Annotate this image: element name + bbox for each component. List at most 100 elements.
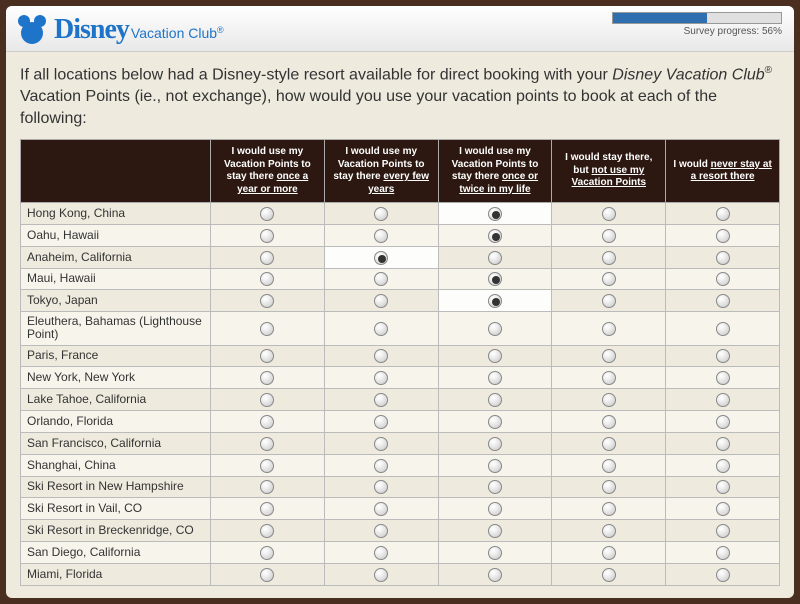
radio-button[interactable] bbox=[716, 502, 730, 516]
radio-button[interactable] bbox=[488, 393, 502, 407]
option-cell[interactable] bbox=[211, 563, 325, 585]
radio-button[interactable] bbox=[488, 437, 502, 451]
option-cell[interactable] bbox=[666, 563, 780, 585]
option-cell[interactable] bbox=[552, 268, 666, 290]
option-cell[interactable] bbox=[324, 345, 438, 367]
radio-button[interactable] bbox=[716, 272, 730, 286]
option-cell[interactable] bbox=[211, 432, 325, 454]
option-cell[interactable] bbox=[552, 563, 666, 585]
option-cell[interactable] bbox=[211, 290, 325, 312]
radio-button[interactable] bbox=[374, 437, 388, 451]
option-cell[interactable] bbox=[438, 224, 552, 246]
option-cell[interactable] bbox=[324, 246, 438, 268]
radio-button[interactable] bbox=[374, 272, 388, 286]
option-cell[interactable] bbox=[666, 224, 780, 246]
radio-button[interactable] bbox=[488, 480, 502, 494]
option-cell[interactable] bbox=[552, 432, 666, 454]
option-cell[interactable] bbox=[324, 290, 438, 312]
radio-button[interactable] bbox=[716, 251, 730, 265]
option-cell[interactable] bbox=[324, 563, 438, 585]
option-cell[interactable] bbox=[552, 367, 666, 389]
option-cell[interactable] bbox=[438, 367, 552, 389]
radio-button[interactable] bbox=[488, 502, 502, 516]
radio-button[interactable] bbox=[602, 229, 616, 243]
radio-button[interactable] bbox=[716, 229, 730, 243]
radio-button[interactable] bbox=[602, 393, 616, 407]
option-cell[interactable] bbox=[324, 411, 438, 433]
option-cell[interactable] bbox=[552, 411, 666, 433]
radio-button[interactable] bbox=[602, 459, 616, 473]
option-cell[interactable] bbox=[438, 290, 552, 312]
option-cell[interactable] bbox=[666, 520, 780, 542]
radio-button[interactable] bbox=[488, 349, 502, 363]
radio-button[interactable] bbox=[374, 294, 388, 308]
option-cell[interactable] bbox=[666, 542, 780, 564]
radio-button[interactable] bbox=[716, 524, 730, 538]
option-cell[interactable] bbox=[552, 345, 666, 367]
radio-button[interactable] bbox=[374, 207, 388, 221]
radio-button[interactable] bbox=[602, 524, 616, 538]
option-cell[interactable] bbox=[438, 432, 552, 454]
option-cell[interactable] bbox=[552, 224, 666, 246]
radio-button[interactable] bbox=[716, 322, 730, 336]
radio-button[interactable] bbox=[374, 524, 388, 538]
radio-button[interactable] bbox=[260, 251, 274, 265]
option-cell[interactable] bbox=[211, 476, 325, 498]
radio-button[interactable] bbox=[260, 229, 274, 243]
radio-button[interactable] bbox=[260, 415, 274, 429]
radio-button[interactable] bbox=[260, 272, 274, 286]
option-cell[interactable] bbox=[324, 389, 438, 411]
option-cell[interactable] bbox=[666, 312, 780, 345]
radio-button[interactable] bbox=[716, 568, 730, 582]
option-cell[interactable] bbox=[324, 542, 438, 564]
radio-button[interactable] bbox=[716, 207, 730, 221]
radio-button[interactable] bbox=[488, 546, 502, 560]
option-cell[interactable] bbox=[211, 389, 325, 411]
option-cell[interactable] bbox=[211, 203, 325, 225]
option-cell[interactable] bbox=[552, 454, 666, 476]
option-cell[interactable] bbox=[666, 476, 780, 498]
option-cell[interactable] bbox=[438, 268, 552, 290]
option-cell[interactable] bbox=[438, 542, 552, 564]
radio-button[interactable] bbox=[260, 371, 274, 385]
radio-button[interactable] bbox=[602, 371, 616, 385]
radio-button[interactable] bbox=[716, 546, 730, 560]
radio-button[interactable] bbox=[260, 437, 274, 451]
radio-button[interactable] bbox=[488, 229, 502, 243]
radio-button[interactable] bbox=[716, 393, 730, 407]
radio-button[interactable] bbox=[260, 322, 274, 336]
option-cell[interactable] bbox=[666, 411, 780, 433]
option-cell[interactable] bbox=[552, 389, 666, 411]
option-cell[interactable] bbox=[438, 476, 552, 498]
option-cell[interactable] bbox=[666, 203, 780, 225]
radio-button[interactable] bbox=[374, 349, 388, 363]
radio-button[interactable] bbox=[602, 415, 616, 429]
option-cell[interactable] bbox=[438, 345, 552, 367]
option-cell[interactable] bbox=[324, 367, 438, 389]
radio-button[interactable] bbox=[374, 480, 388, 494]
option-cell[interactable] bbox=[438, 203, 552, 225]
option-cell[interactable] bbox=[211, 246, 325, 268]
option-cell[interactable] bbox=[552, 246, 666, 268]
radio-button[interactable] bbox=[260, 546, 274, 560]
radio-button[interactable] bbox=[488, 294, 502, 308]
option-cell[interactable] bbox=[324, 476, 438, 498]
option-cell[interactable] bbox=[211, 520, 325, 542]
radio-button[interactable] bbox=[716, 437, 730, 451]
option-cell[interactable] bbox=[552, 312, 666, 345]
radio-button[interactable] bbox=[716, 415, 730, 429]
radio-button[interactable] bbox=[602, 272, 616, 286]
option-cell[interactable] bbox=[211, 367, 325, 389]
option-cell[interactable] bbox=[438, 246, 552, 268]
radio-button[interactable] bbox=[488, 371, 502, 385]
option-cell[interactable] bbox=[211, 498, 325, 520]
option-cell[interactable] bbox=[211, 224, 325, 246]
option-cell[interactable] bbox=[666, 389, 780, 411]
radio-button[interactable] bbox=[602, 568, 616, 582]
option-cell[interactable] bbox=[438, 498, 552, 520]
option-cell[interactable] bbox=[552, 203, 666, 225]
radio-button[interactable] bbox=[602, 546, 616, 560]
radio-button[interactable] bbox=[260, 349, 274, 363]
option-cell[interactable] bbox=[438, 520, 552, 542]
option-cell[interactable] bbox=[666, 268, 780, 290]
